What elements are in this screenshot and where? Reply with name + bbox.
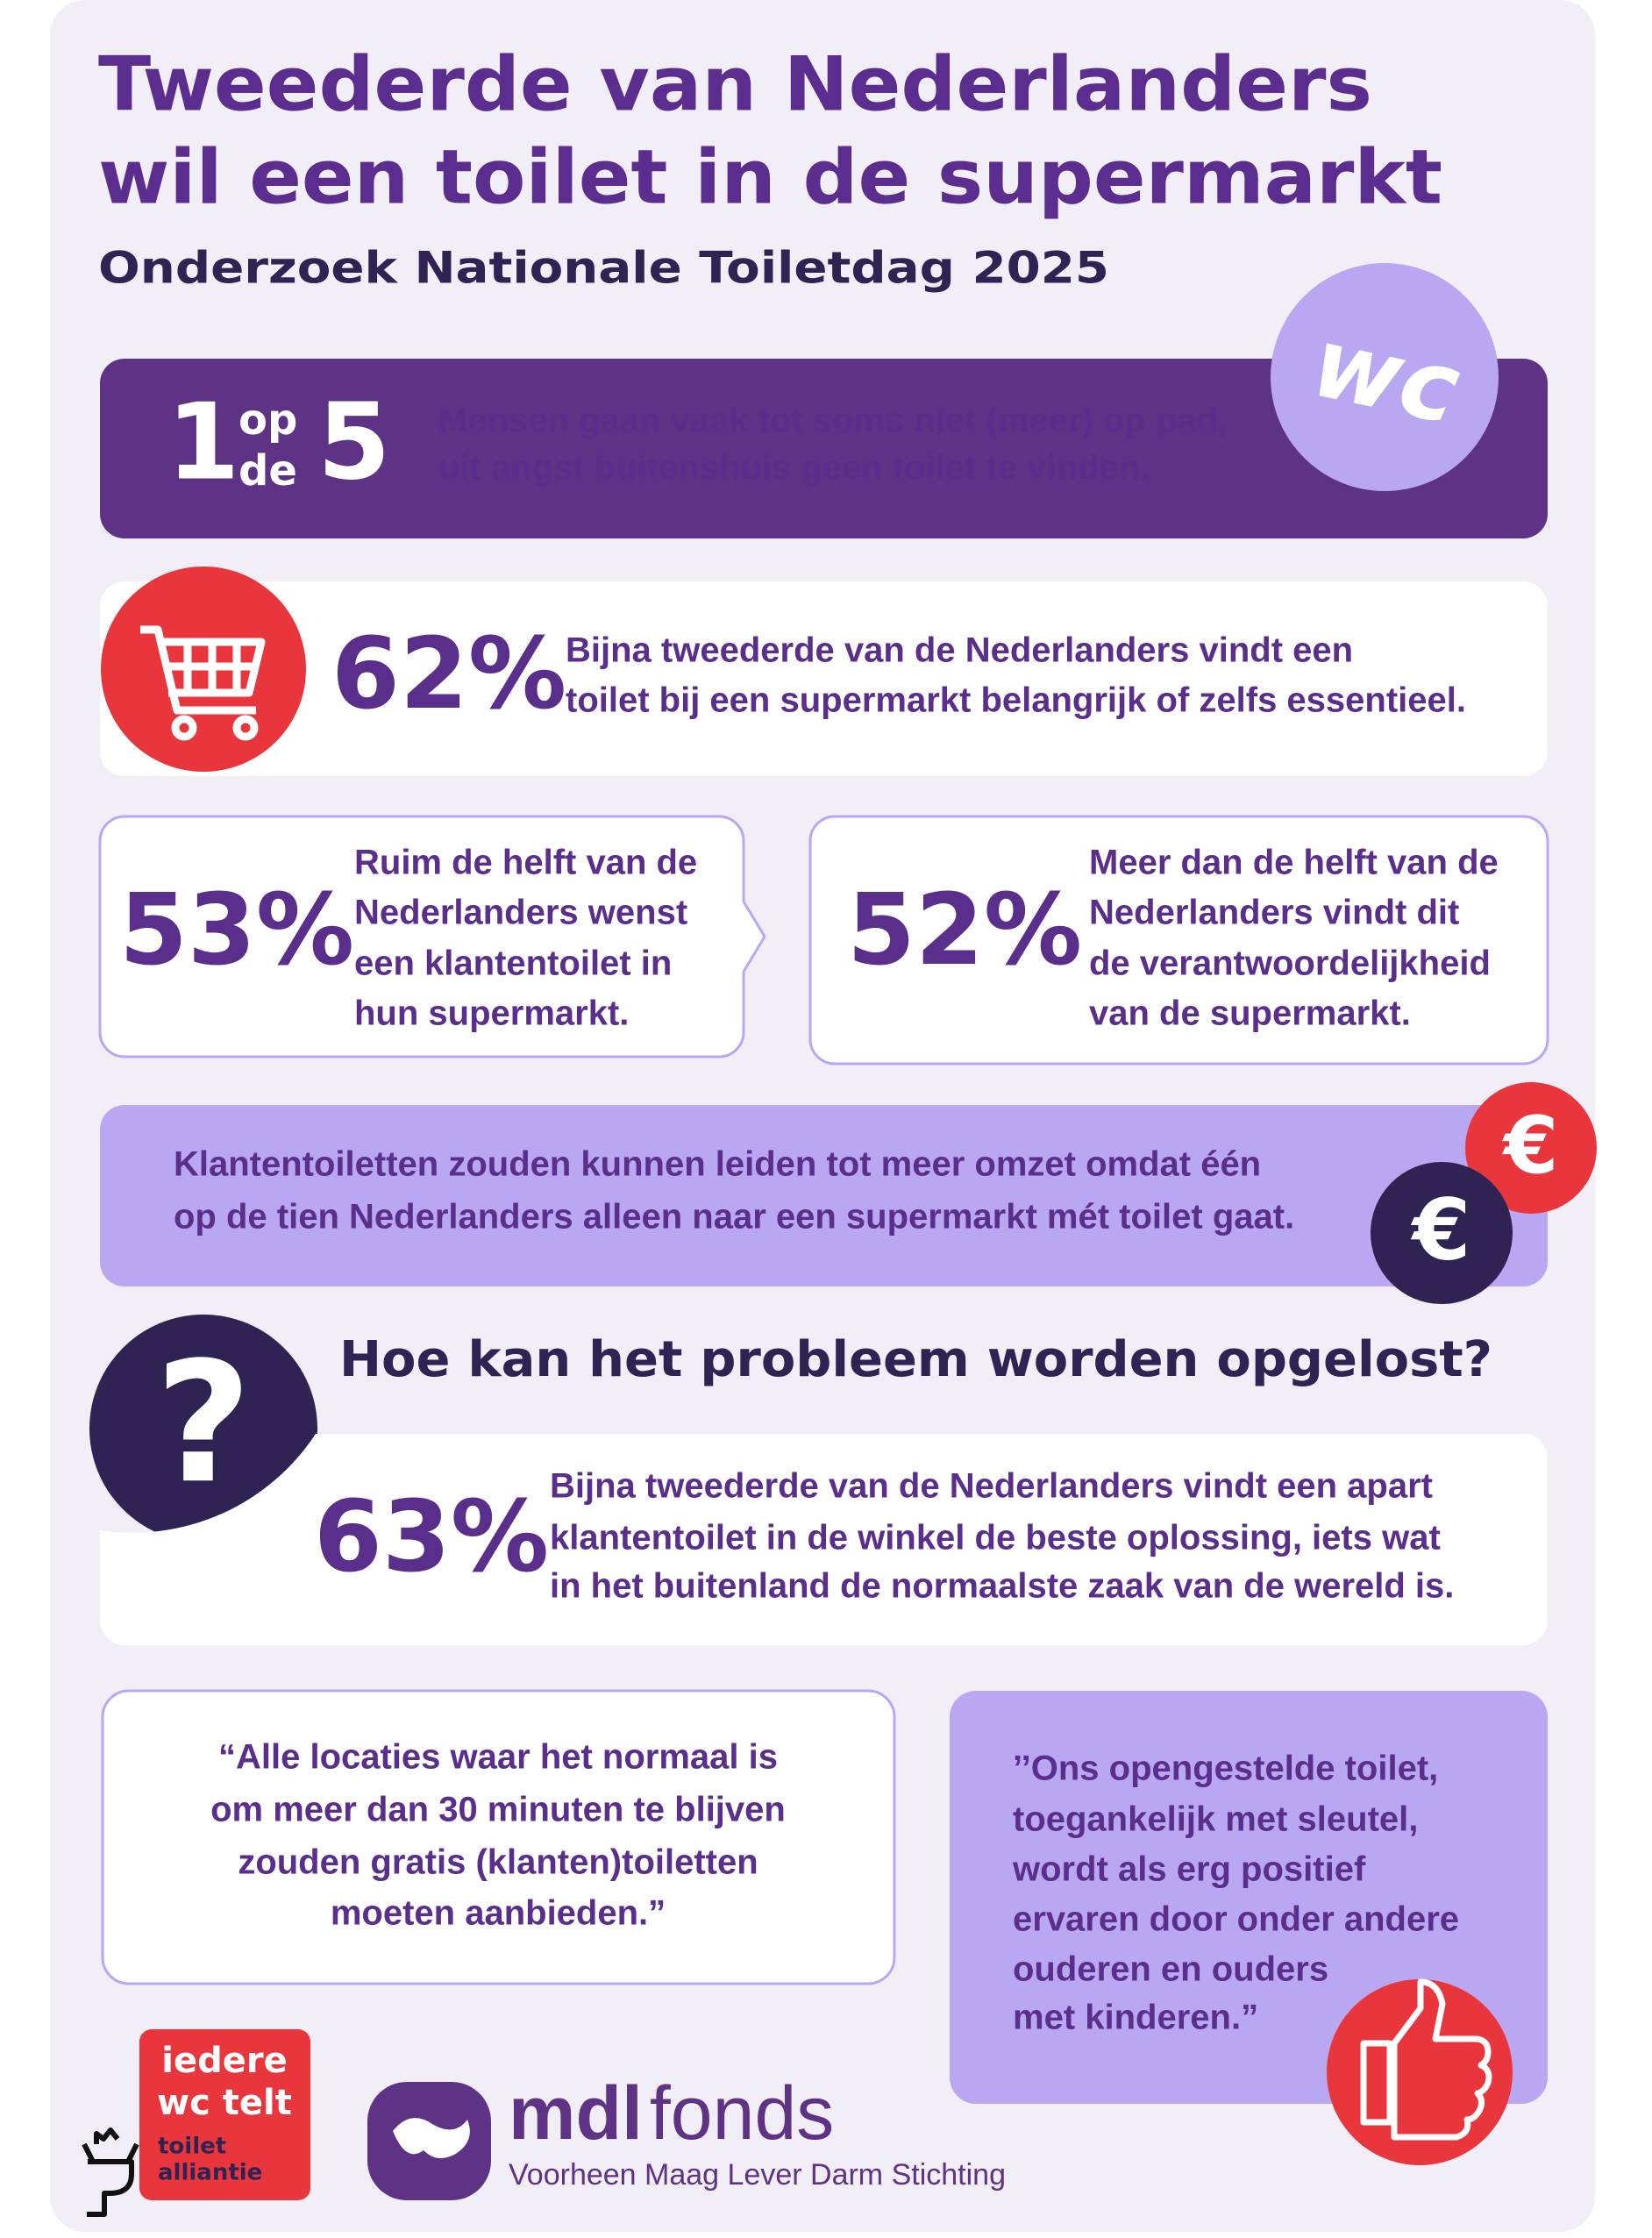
fact-text: Mensen gaan vaak tot soms niet (meer) op… (438, 402, 1228, 440)
quote-text: ouderen en ouders (1013, 1950, 1328, 1989)
fact-text: van de supermarkt. (1089, 994, 1411, 1033)
quote-text: met kinderen.” (1013, 1999, 1258, 2037)
fact-text: Bijna tweederde van de Nederlanders vind… (566, 631, 1353, 670)
logo-text: toilet (158, 2134, 226, 2160)
number: 5 (317, 382, 391, 504)
fact-text: Nederlanders vindt dit (1089, 894, 1459, 932)
fonds-tagline: Voorheen Maag Lever Darm Stichting (509, 2158, 1006, 2192)
quote-text: ’’Ons opengestelde toilet, (1013, 1750, 1438, 1788)
quote-text: zouden gratis (klanten)toiletten (238, 1843, 758, 1882)
quote-text: toegankelijk met sleutel, (1013, 1800, 1418, 1839)
quote-box (101, 1689, 896, 1985)
title-line: wil een toilet in de supermarkt (98, 133, 1442, 221)
fact-box (100, 1434, 1548, 1645)
percent: 52% (847, 873, 1082, 987)
question-icon (89, 1315, 317, 1543)
fact-text: in het buitenland de normaalste zaak van… (550, 1567, 1454, 1606)
title-line: Tweederde van Nederlanders (98, 40, 1372, 128)
fonds-name: mdlfonds (509, 2071, 834, 2156)
euro-icon (1465, 1082, 1597, 1214)
quote-text: om meer dan 30 minuten te blijven (210, 1791, 786, 1829)
section-heading: Hoe kan het probleem worden opgelost? (339, 1331, 1492, 1388)
percent: 62% (331, 617, 566, 731)
euro-symbol: € (1411, 1180, 1471, 1279)
quote-text: ervaren door onder andere (1013, 1900, 1459, 1939)
fact-box (98, 815, 766, 1058)
fact-text: Klantentoiletten zouden kunnen leiden to… (174, 1145, 1261, 1184)
logo-text: alliantie (158, 2160, 262, 2186)
fact-text: Nederlanders wenst (354, 894, 687, 932)
euro-symbol: € (1502, 1100, 1559, 1192)
subtitle: Onderzoek Nationale Toiletdag 2025 (98, 243, 1109, 294)
thumb-drawing (1360, 1978, 1492, 2141)
fact-box (100, 359, 1548, 538)
fact-text: uit angst buitenshuis geen toilet te vin… (438, 449, 1150, 488)
fact-text: op de tien Nederlanders alleen naar een … (174, 1198, 1294, 1237)
wc-badge (1271, 263, 1499, 491)
question-mark: ? (155, 1326, 252, 1520)
fact-text: hun supermarkt. (354, 994, 629, 1033)
logo-text: iedere (161, 2041, 287, 2081)
fact-text: Meer dan de helft van de (1089, 844, 1499, 882)
quote-text: moeten aanbieden.” (331, 1894, 666, 1933)
fact-box (808, 815, 1549, 1066)
fact-text: Bijna tweederde van de Nederlanders vind… (550, 1467, 1433, 1506)
fonds-logo-shape (393, 2118, 470, 2158)
fact-text: toilet bij een supermarkt belangrijk of … (566, 681, 1466, 720)
fact-text: klantentoilet in de winkel de beste oplo… (550, 1519, 1441, 1557)
toilet-icon (82, 2128, 139, 2217)
logo-text: wc telt (157, 2083, 292, 2123)
euro-icon (1371, 1162, 1513, 1304)
alliance-logo (139, 2029, 310, 2200)
percent: 63% (314, 1480, 549, 1594)
number: 1 (167, 382, 240, 504)
word: op (239, 396, 297, 445)
fact-text: Ruim de helft van de (354, 844, 697, 882)
percent: 53% (119, 873, 354, 987)
fact-box (100, 581, 1548, 776)
quote-text: wordt als erg positief (1012, 1850, 1366, 1889)
fact-text: een klantentoilet in (354, 944, 672, 983)
cart-drawing (140, 625, 266, 741)
quote-text: “Alle locaties waar het normaal is (218, 1738, 778, 1777)
fact-text: de verantwoordelijkheid (1089, 944, 1491, 983)
fonds-name-b: fonds (650, 2071, 834, 2156)
fact-box (100, 1105, 1548, 1286)
fonds-name-a: mdl (509, 2071, 643, 2156)
word: de (239, 446, 297, 495)
